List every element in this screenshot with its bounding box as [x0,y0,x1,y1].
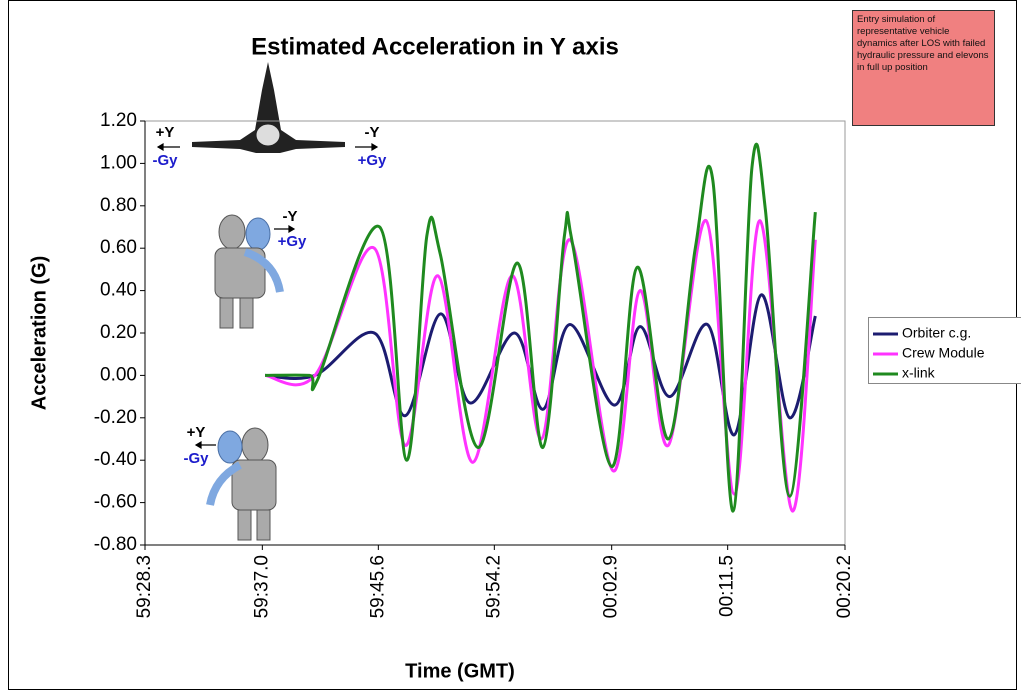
series-line [265,142,817,513]
y-tick-label: 0.20 [100,322,137,343]
x-tick-label: 00:20.2 [834,555,855,618]
legend-label: Crew Module [902,345,985,361]
direction-label: +Y [156,124,175,141]
x-tick-label: 59:37.0 [251,555,272,618]
legend-label: Orbiter c.g. [902,325,971,341]
y-tick-label: -0.20 [94,407,137,428]
direction-label: +Gy [278,233,307,250]
y-tick-label: 1.20 [100,110,137,131]
y-tick-label: -0.60 [94,492,137,513]
x-tick-label: 00:11.5 [717,555,738,617]
annotation-note: Entry simulation of representative vehic… [852,10,995,126]
y-tick-label: 0.60 [100,237,137,258]
person-icon-upper [214,214,284,329]
direction-label: +Gy [358,152,387,169]
person-icon-lower [206,427,277,541]
x-tick-label: 59:28.3 [134,555,155,618]
x-tick-label: 59:54.2 [483,555,504,618]
y-tick-label: 0.40 [100,280,137,301]
shuttle-icon [192,62,345,153]
chart-title: Estimated Acceleration in Y axis [251,33,619,60]
direction-label: -Y [283,208,298,225]
direction-arrows [156,142,379,450]
y-tick-label: -0.80 [94,534,137,555]
direction-label: +Y [187,424,206,441]
y-tick-label: -0.40 [94,449,137,470]
series-line [264,293,817,437]
x-axis-title: Time (GMT) [405,660,515,682]
direction-label: -Gy [152,152,178,169]
series-line [264,219,817,513]
legend-label: x-link [902,365,936,381]
x-tick-label: 00:02.9 [601,555,622,618]
direction-label: -Gy [183,450,209,467]
y-tick-label: 0.00 [100,364,137,385]
direction-label: -Y [365,124,380,141]
y-tick-label: 0.80 [100,195,137,216]
x-tick-label: 59:45.6 [367,555,388,618]
y-tick-label: 1.00 [100,152,137,173]
y-axis-title: Acceleration (G) [28,256,50,410]
